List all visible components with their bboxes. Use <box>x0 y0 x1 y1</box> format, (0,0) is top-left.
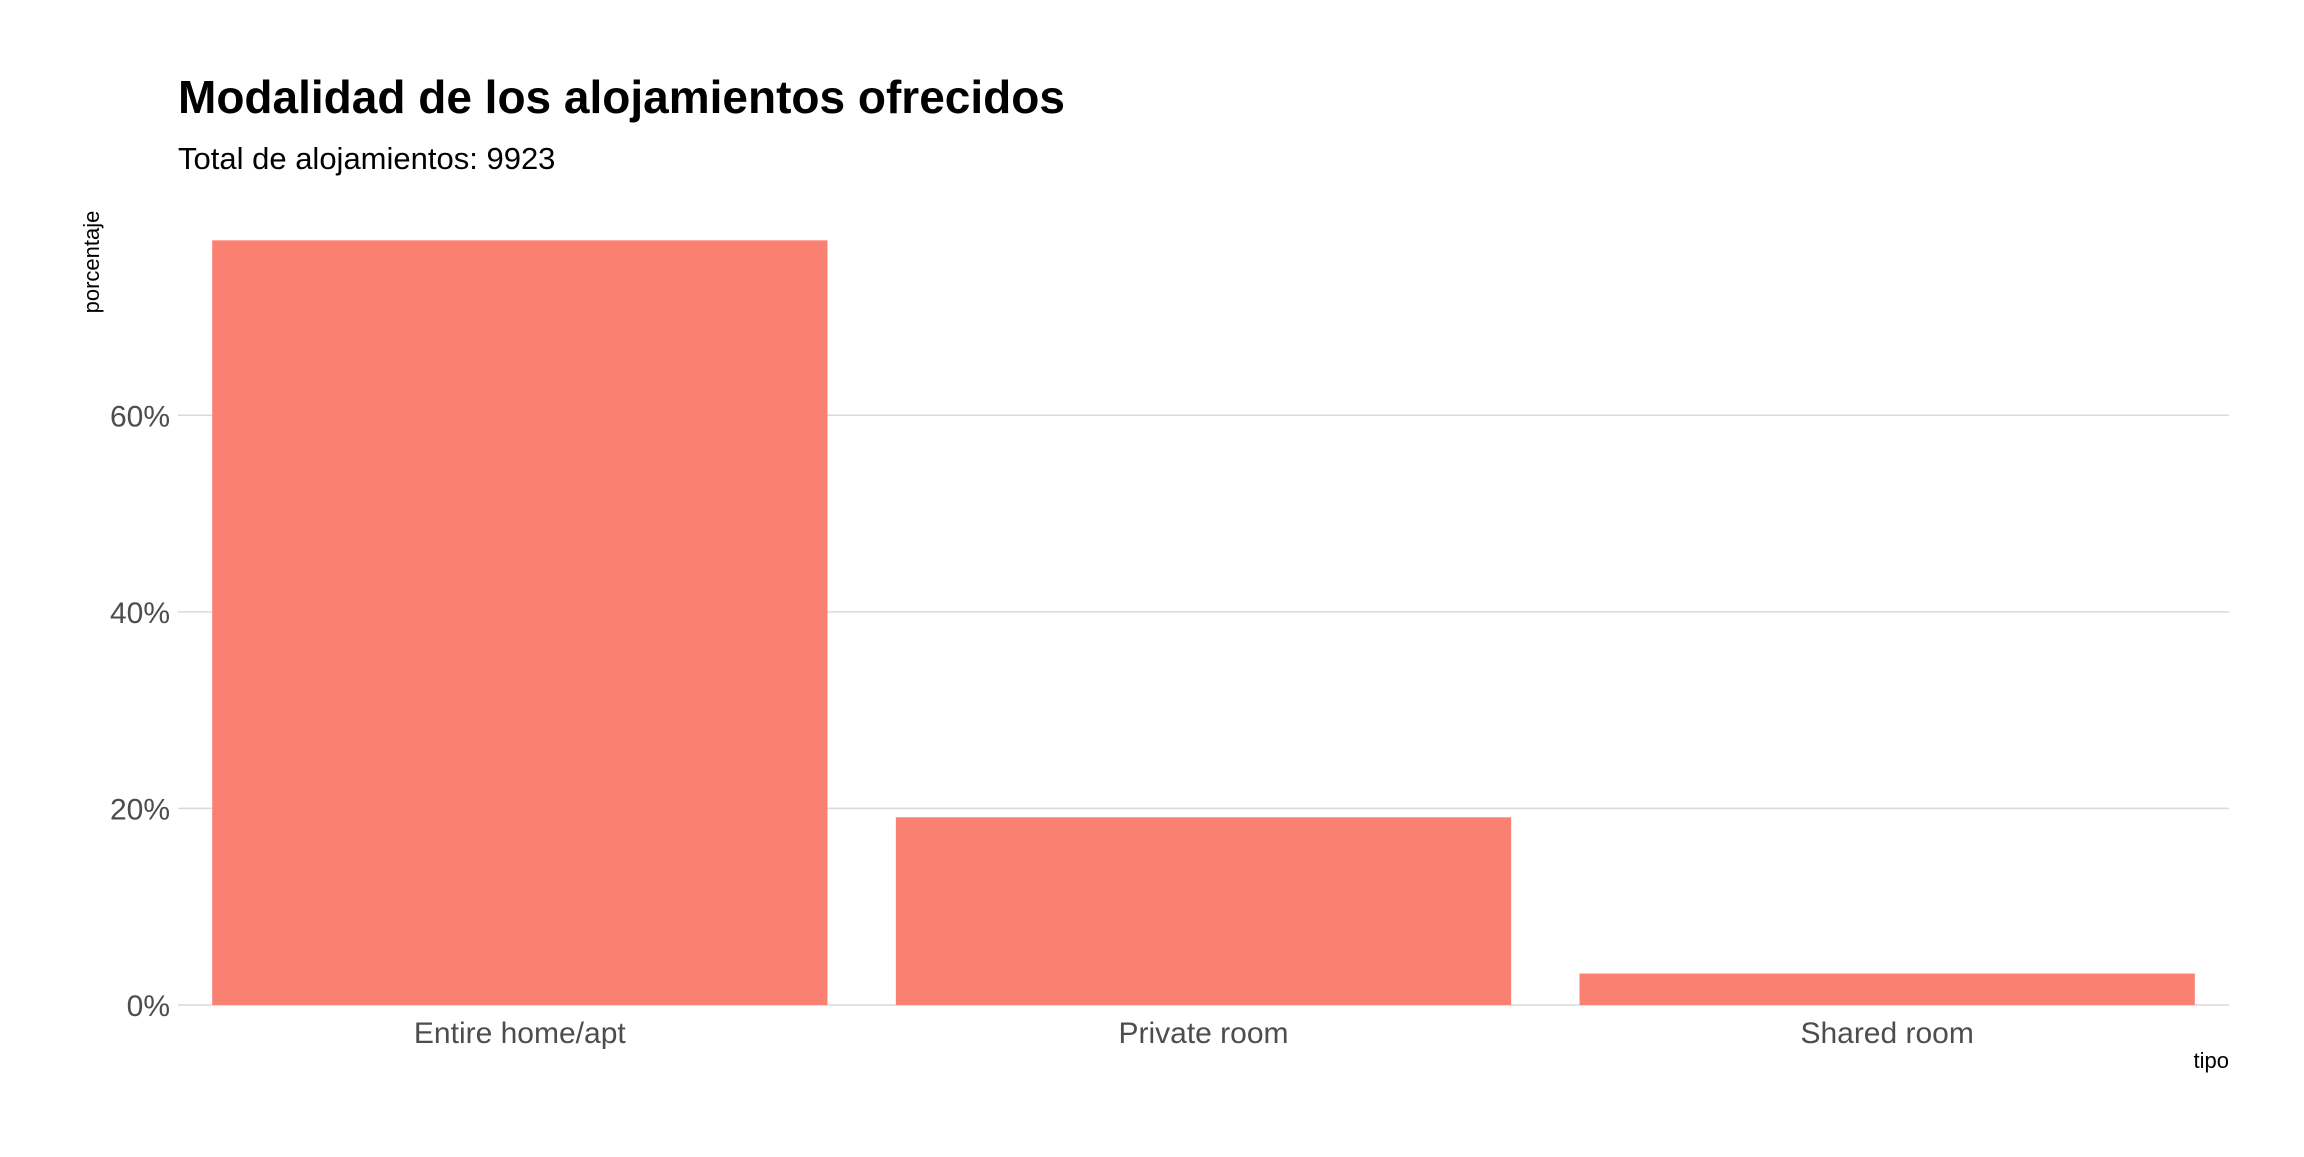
chart-subtitle: Total de alojamientos: 9923 <box>178 141 555 176</box>
bar-shared-room <box>1579 973 2195 1005</box>
y-tick-label: 20% <box>110 793 170 826</box>
bar-entire-home-apt <box>212 240 828 1006</box>
y-axis-ticks: 0% 20% 40% 60% <box>110 400 170 1023</box>
bar-private-room <box>895 817 1512 1005</box>
chart-title: Modalidad de los alojamientos ofrecidos <box>178 71 1065 123</box>
y-tick-label: 60% <box>110 400 170 433</box>
y-axis-title: porcentaje <box>79 211 104 314</box>
x-tick-label: Entire home/apt <box>414 1017 626 1050</box>
bars <box>212 240 2195 1006</box>
x-tick-label: Private room <box>1118 1017 1288 1050</box>
y-tick-label: 0% <box>127 990 170 1023</box>
x-axis-title: tipo <box>2194 1048 2229 1073</box>
y-tick-label: 40% <box>110 597 170 630</box>
x-axis-ticks: Entire home/apt Private room Shared room <box>414 1017 1974 1050</box>
x-tick-label: Shared room <box>1800 1017 1973 1050</box>
